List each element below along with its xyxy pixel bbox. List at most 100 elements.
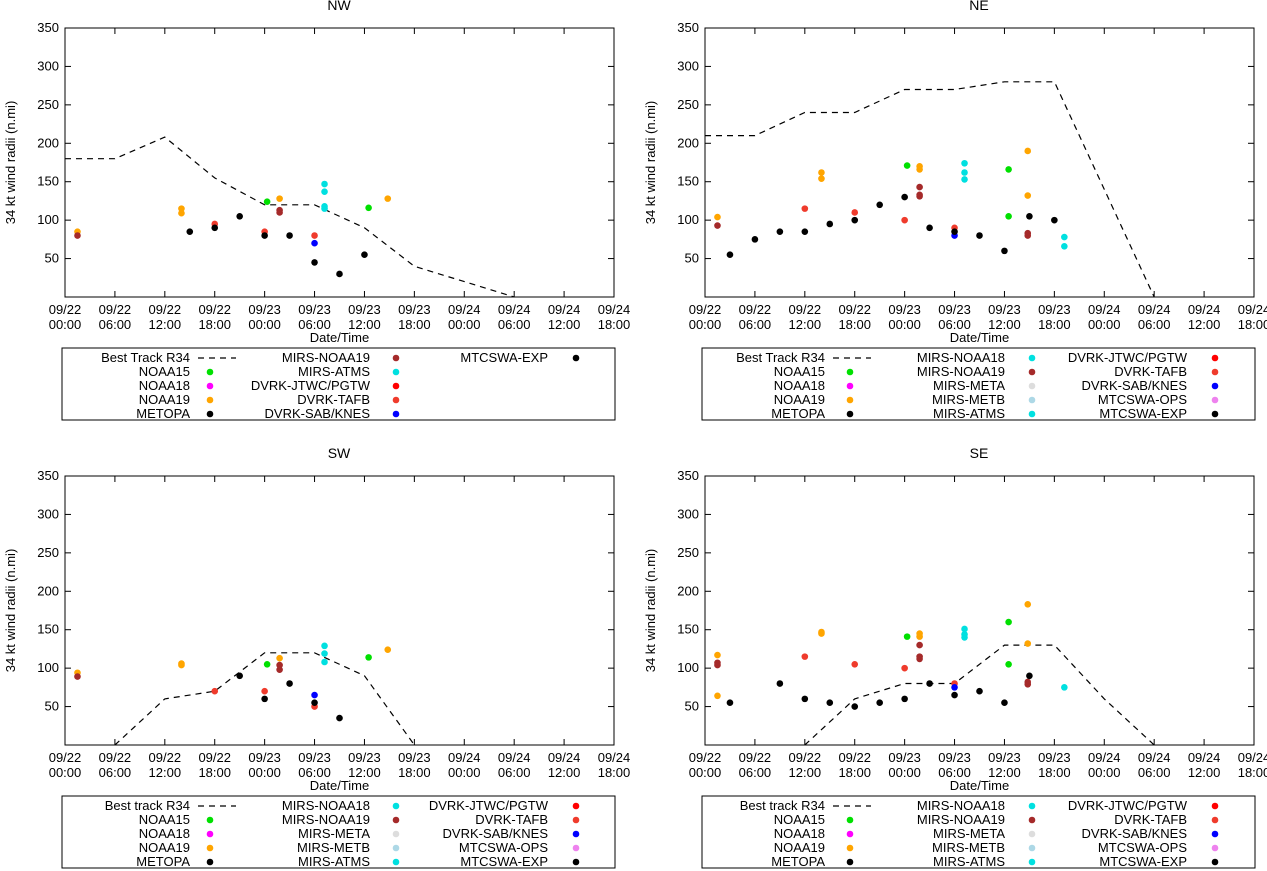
legend-label: MTCSWA-EXP	[460, 854, 548, 869]
series-mirs-noaa19	[714, 641, 1032, 688]
data-point	[1024, 680, 1032, 688]
data-point	[276, 195, 283, 202]
x-tick-label-date: 09/24	[1138, 302, 1171, 317]
series-mirs-noaa19	[74, 661, 283, 680]
legend-label: MIRS-METB	[932, 840, 1005, 855]
x-tick-label-date: 09/22	[99, 302, 132, 317]
chart-title: SW	[328, 445, 351, 461]
y-tick-label: 150	[37, 622, 59, 637]
legend-box	[701, 795, 1256, 869]
x-tick-label-date: 09/23	[248, 302, 281, 317]
data-point	[321, 658, 328, 666]
legend-marker	[1211, 382, 1219, 390]
x-tick-label-time: 18:00	[838, 765, 871, 780]
data-point	[876, 201, 883, 209]
legend-marker	[572, 844, 580, 852]
legend-label: NOAA18	[139, 378, 190, 393]
legend-marker	[1211, 830, 1219, 838]
legend-marker	[392, 802, 400, 810]
y-tick-label: 150	[677, 622, 699, 637]
x-tick-label-date: 09/22	[739, 750, 772, 765]
legend-label: NOAA19	[139, 840, 190, 855]
x-axis-label: Date/Time	[310, 778, 369, 793]
legend-marker	[392, 354, 400, 362]
data-point	[261, 232, 268, 239]
x-tick-label-time: 06:00	[938, 765, 971, 780]
legend-marker	[392, 368, 400, 376]
legend-label: MIRS-METB	[932, 392, 1005, 407]
x-tick-label-date: 09/24	[1188, 750, 1221, 765]
data-point	[286, 232, 293, 239]
data-point	[726, 251, 734, 259]
x-tick-label-date: 09/22	[838, 302, 871, 317]
x-tick-label-time: 12:00	[789, 317, 822, 332]
x-tick-label-time: 12:00	[149, 317, 182, 332]
x-tick-label-time: 00:00	[888, 317, 921, 332]
x-tick-label-time: 06:00	[498, 317, 531, 332]
x-tick-label-time: 12:00	[988, 765, 1021, 780]
legend-marker	[1028, 382, 1036, 390]
y-tick-label: 350	[37, 20, 59, 35]
data-point	[365, 204, 372, 212]
legend-label: Best Track R34	[736, 350, 825, 365]
data-point	[263, 198, 271, 205]
y-tick-label: 200	[37, 135, 59, 150]
legend-label: MTCSWA-OPS	[1098, 840, 1187, 855]
data-point	[714, 661, 721, 669]
x-tick-label-date: 09/23	[298, 750, 331, 765]
x-tick-label-date: 09/24	[498, 750, 531, 765]
legend-marker	[846, 382, 854, 390]
legend-marker	[1028, 410, 1036, 418]
best-track-line	[804, 644, 1155, 745]
data-point	[801, 205, 809, 212]
x-tick-label-date: 09/22	[689, 750, 722, 765]
series-metopa	[236, 672, 343, 722]
legend-label: MIRS-META	[298, 826, 370, 841]
data-point	[818, 175, 825, 182]
x-tick-label-time: 12:00	[548, 765, 581, 780]
y-tick-label: 200	[677, 135, 699, 150]
series-dvrk-sab-knes	[951, 684, 958, 691]
legend-marker	[846, 410, 854, 418]
x-tick-label-date: 09/23	[938, 302, 971, 317]
data-point	[261, 687, 268, 695]
y-tick-label: 250	[37, 97, 59, 112]
legend-label: DVRK-SAB/KNES	[443, 826, 549, 841]
legend-label: METOPA	[771, 854, 825, 869]
panel-sw: SW5010015020025030035009/2200:0009/2206:…	[3, 445, 630, 869]
x-tick-label-date: 09/23	[1038, 750, 1071, 765]
data-point	[916, 183, 923, 191]
legend-marker	[846, 816, 854, 824]
data-point	[336, 714, 343, 722]
legend-label: DVRK-SAB/KNES	[1082, 378, 1188, 393]
x-tick-label-date: 09/23	[348, 302, 381, 317]
y-tick-label: 50	[685, 699, 699, 714]
x-tick-label-time: 00:00	[689, 765, 722, 780]
series-noaa19	[714, 601, 1032, 700]
plot-frame	[704, 27, 1255, 298]
data-point	[916, 641, 923, 649]
legend-marker	[1211, 858, 1219, 866]
x-tick-label-time: 06:00	[99, 765, 132, 780]
x-tick-label-date: 09/23	[988, 302, 1021, 317]
data-point	[876, 699, 883, 707]
data-point	[961, 159, 968, 167]
legend-marker	[1028, 816, 1036, 824]
x-tick-label-date: 09/24	[1088, 750, 1121, 765]
x-tick-label-time: 00:00	[448, 317, 481, 332]
legend-label: NOAA18	[774, 378, 825, 393]
x-tick-label-date: 09/22	[99, 750, 132, 765]
x-tick-label-date: 09/23	[398, 302, 431, 317]
legend-label: MIRS-METB	[297, 840, 370, 855]
legend-marker	[846, 368, 854, 376]
legend-label: NOAA19	[139, 392, 190, 407]
data-point	[286, 680, 293, 687]
x-tick-label-time: 12:00	[1188, 765, 1221, 780]
panel-ne: NE5010015020025030035009/2200:0009/2206:…	[643, 0, 1267, 421]
y-tick-label: 50	[45, 251, 59, 266]
x-tick-label-date: 09/22	[789, 302, 822, 317]
legend-label: Best track R34	[105, 798, 190, 813]
